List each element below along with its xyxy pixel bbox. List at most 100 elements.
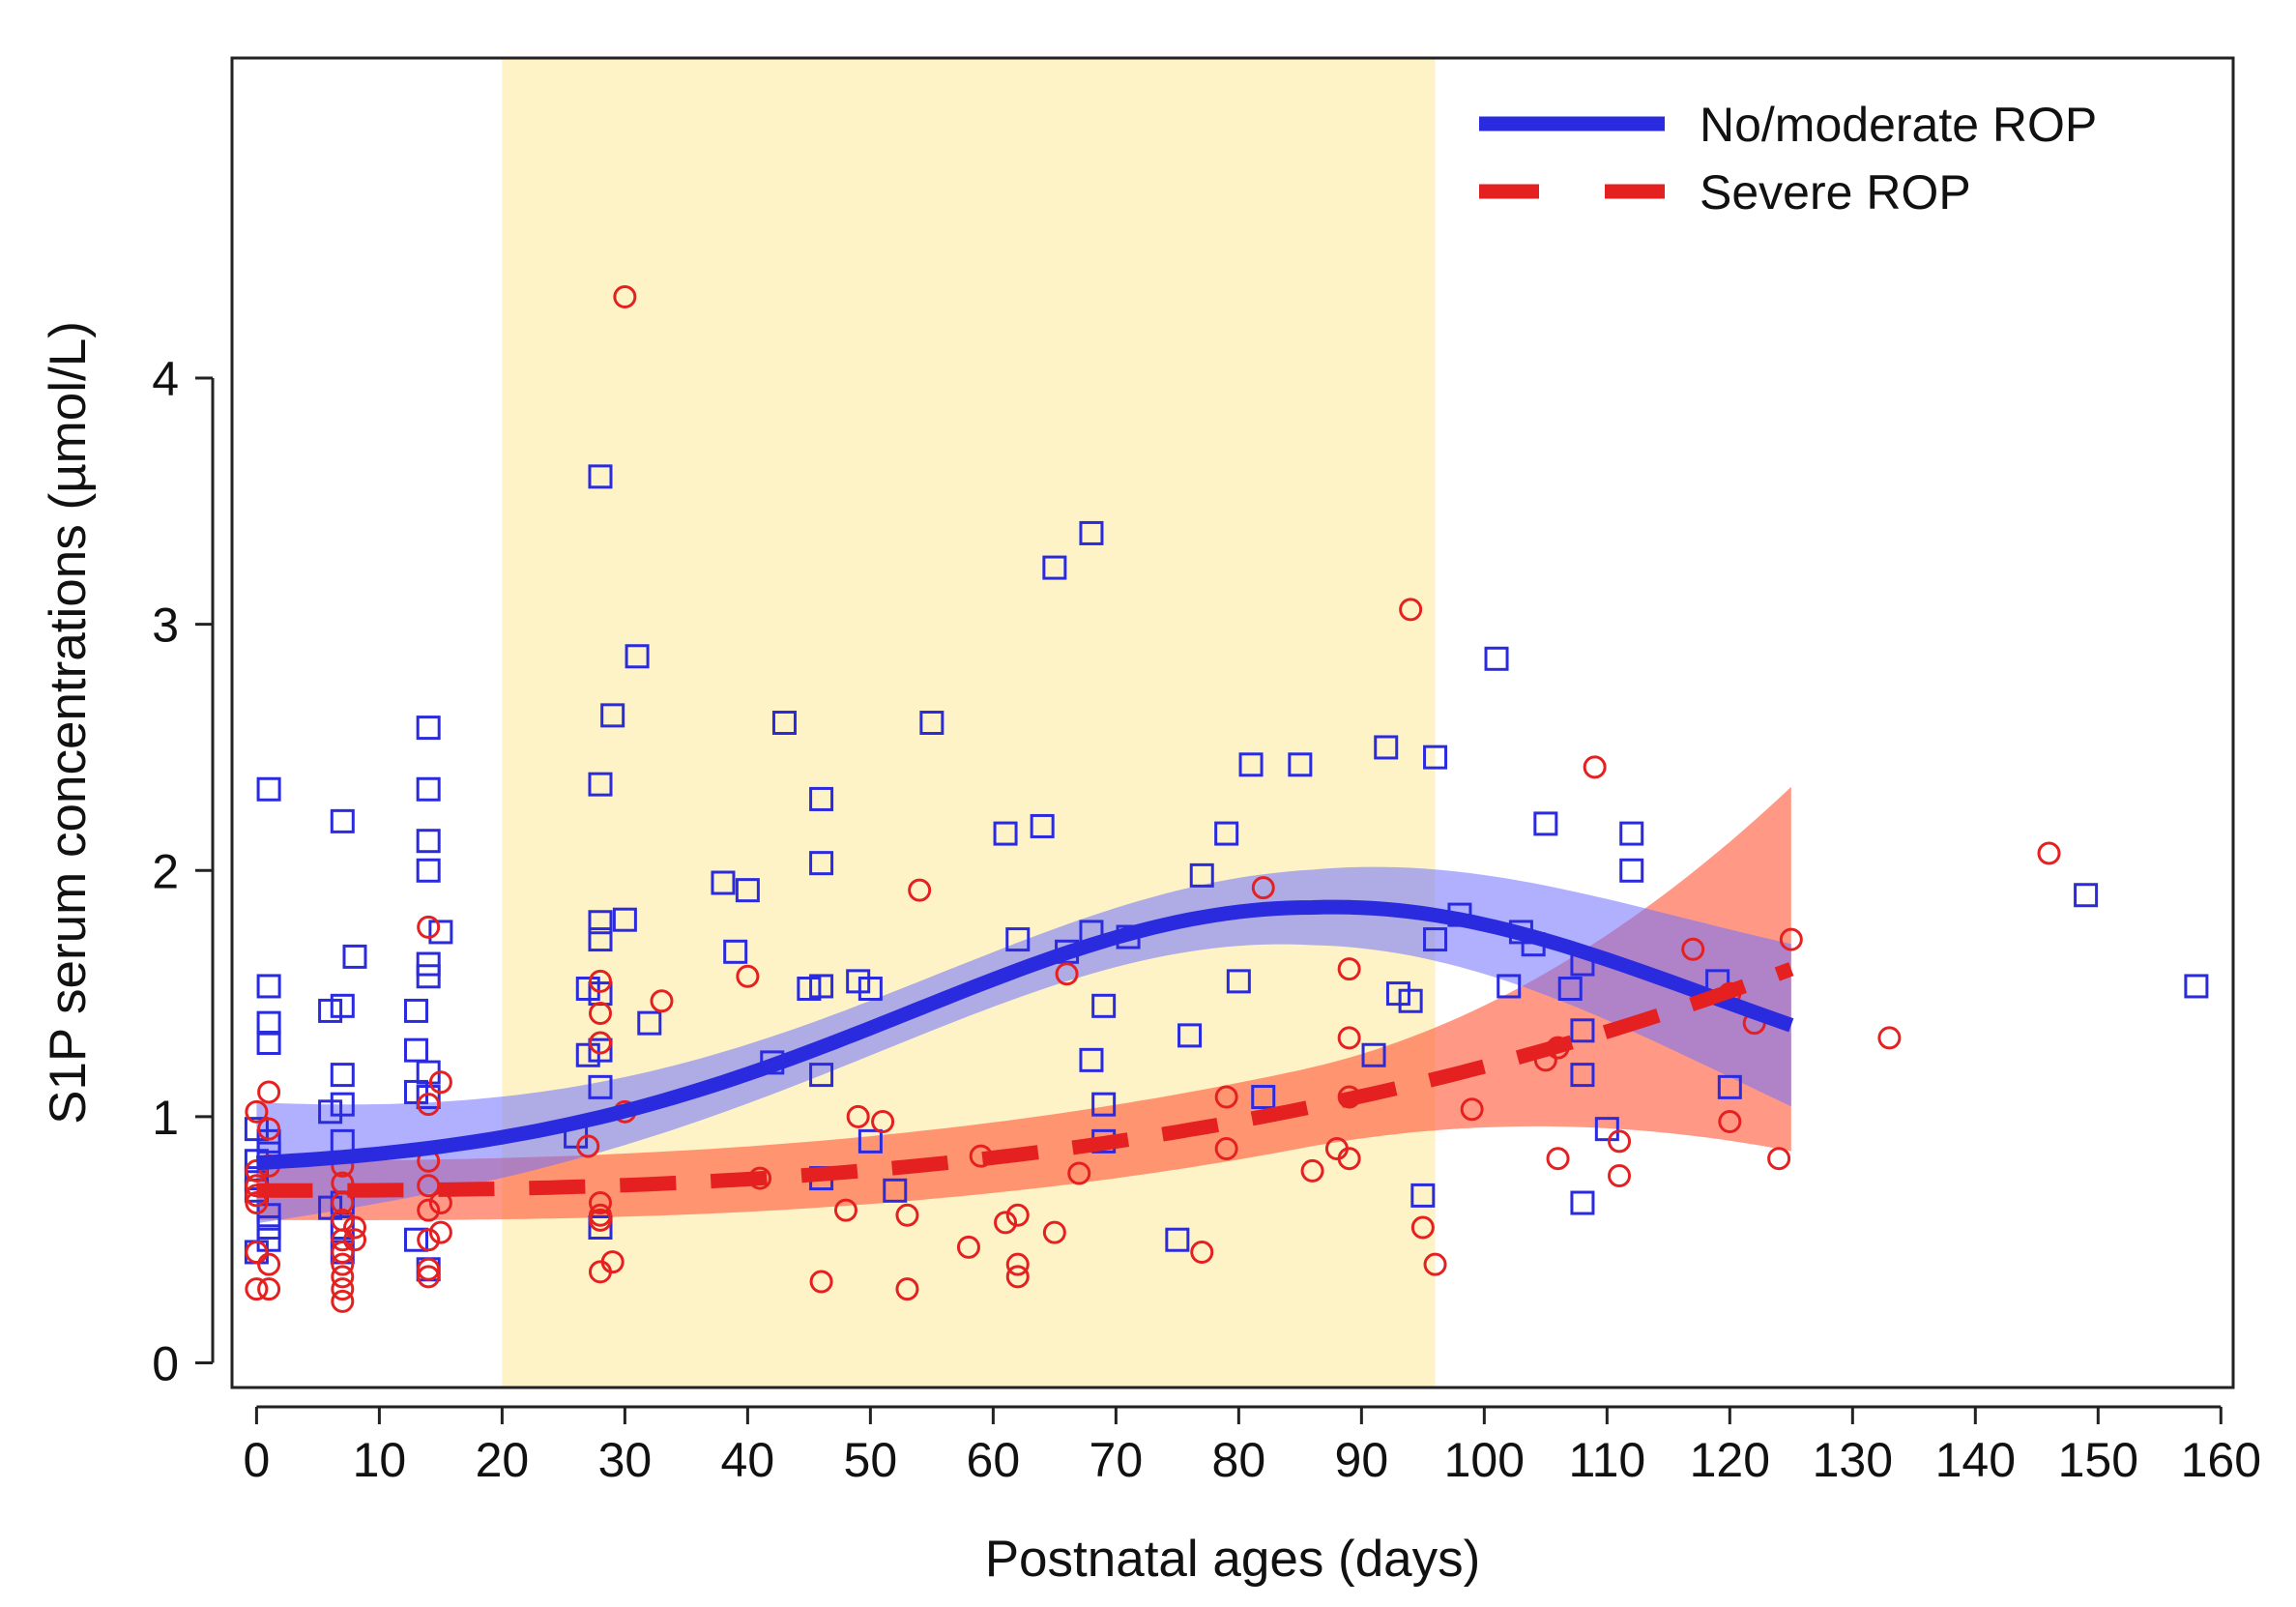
no-moderate-rop-point — [1042, 555, 1067, 580]
severe-rop-point — [331, 1289, 355, 1313]
no-moderate-rop-point — [1079, 1047, 1104, 1072]
x-tick-label: 70 — [1090, 1433, 1144, 1487]
no-moderate-rop-point — [588, 910, 613, 935]
no-moderate-rop-point — [330, 808, 355, 833]
no-moderate-rop-point — [256, 1214, 281, 1240]
severe-rop-point — [331, 1240, 355, 1264]
no-moderate-rop-point — [256, 1203, 281, 1228]
no-moderate-rop-point — [1484, 646, 1509, 671]
severe-rop-point — [1337, 957, 1361, 981]
severe-rop-point — [1767, 1147, 1791, 1171]
no-moderate-rop-point — [883, 1178, 908, 1203]
severe-rop-point — [588, 1191, 612, 1215]
severe-rop-point — [417, 1228, 441, 1252]
x-tick-label: 50 — [844, 1433, 898, 1487]
legend-label-severe-rop: Severe ROP — [1700, 165, 1971, 219]
severe-rop-point — [1251, 876, 1275, 900]
no-moderate-rop-point — [575, 1042, 600, 1067]
no-moderate-rop-point — [625, 644, 650, 669]
no-moderate-rop-point — [403, 998, 428, 1023]
legend: No/moderate ROP Severe ROP — [1479, 98, 2097, 219]
severe-rop-point — [1410, 1215, 1435, 1240]
no-moderate-rop-point — [256, 1128, 281, 1154]
severe-rop-point — [257, 1080, 281, 1104]
severe-rop-point — [588, 1001, 612, 1025]
severe-rop-point — [1608, 1129, 1632, 1154]
severe-rop-point — [600, 1250, 625, 1274]
severe-rop-point — [2037, 841, 2061, 865]
no-moderate-rop-point — [588, 1214, 613, 1240]
no-moderate-rop-point — [2184, 974, 2209, 999]
no-moderate-rop-point — [1374, 735, 1399, 760]
no-moderate-rop-point — [403, 1227, 428, 1252]
x-tick-label: 140 — [1935, 1433, 2016, 1487]
no-moderate-rop-point — [1226, 969, 1251, 994]
severe-rop-point — [245, 1191, 269, 1215]
severe-rop-point — [1337, 1147, 1361, 1171]
severe-rop-point — [257, 1277, 281, 1301]
confidence-bands — [256, 786, 1791, 1224]
severe-rop-point — [1460, 1097, 1484, 1122]
severe-rop-point — [1608, 1164, 1632, 1188]
no-moderate-rop-point — [993, 821, 1018, 846]
severe-rop-point — [1005, 1265, 1030, 1289]
severe-rop-point — [417, 1093, 441, 1117]
no-moderate-rop-point — [318, 998, 343, 1023]
severe-rop-point — [342, 1228, 366, 1252]
no-moderate-rop-point — [244, 1166, 269, 1191]
severe-rop-point — [245, 1240, 269, 1264]
x-tick-label: 20 — [476, 1433, 530, 1487]
severe-rop-point — [1877, 1026, 1902, 1050]
no-moderate-rop-point — [588, 464, 613, 489]
severe-rop-point — [871, 1110, 895, 1133]
severe-rop-point — [1681, 937, 1705, 961]
no-moderate-rop-point — [1619, 821, 1644, 846]
severe-rop-point — [417, 1265, 441, 1289]
severe-rop-point — [809, 1270, 833, 1294]
severe-rop-point — [956, 1235, 980, 1259]
x-tick-label: 160 — [2181, 1433, 2261, 1487]
no-moderate-rop-point — [1423, 745, 1448, 770]
no-moderate-rop-point — [1005, 927, 1031, 952]
severe-rop-point — [833, 1198, 857, 1222]
severe-rop-point — [588, 969, 612, 993]
no-moderate-rop-point — [1497, 974, 1522, 999]
severe-rop-point — [331, 1228, 355, 1252]
severe-rop-point — [846, 1104, 870, 1128]
severe-rop-point — [1337, 1026, 1361, 1050]
x-tick-label: 30 — [598, 1433, 653, 1487]
severe-rop-point — [736, 964, 760, 988]
no-moderate-rop-confidence-band — [256, 866, 1791, 1224]
x-tick-label: 0 — [243, 1433, 270, 1487]
no-moderate-rop-point — [1251, 1085, 1276, 1110]
no-moderate-rop-point — [1570, 1190, 1595, 1215]
severe-rop-point — [895, 1203, 919, 1227]
no-moderate-rop-point — [416, 858, 441, 883]
y-tick-label: 1 — [152, 1091, 179, 1145]
no-moderate-rop-point — [1091, 993, 1117, 1018]
severe-rop-point — [331, 1265, 355, 1289]
no-moderate-rop-point — [1288, 752, 1313, 777]
severe-rop-point — [428, 1070, 452, 1095]
no-moderate-rop-point — [735, 878, 760, 903]
severe-rop-point — [1779, 927, 1803, 951]
severe-rop-point — [1005, 1252, 1030, 1276]
no-moderate-rop-point — [575, 977, 600, 1001]
severe-rop-point — [331, 1191, 355, 1215]
severe-rop-point — [994, 1211, 1018, 1235]
severe-rop-point — [650, 989, 674, 1013]
no-moderate-rop-point — [318, 1195, 343, 1220]
no-moderate-rop-point — [2074, 883, 2099, 908]
no-moderate-rop-point — [1079, 520, 1104, 545]
no-moderate-rop-point — [403, 1079, 428, 1104]
no-moderate-rop-point — [256, 1227, 281, 1252]
y-tick-label: 3 — [152, 599, 179, 653]
no-moderate-rop-point — [612, 907, 637, 932]
no-moderate-rop-point — [809, 851, 834, 876]
no-moderate-rop-point — [637, 1010, 662, 1036]
no-moderate-rop-point — [330, 1092, 355, 1117]
no-moderate-rop-point — [1423, 927, 1448, 952]
no-moderate-rop-point — [723, 939, 748, 964]
no-moderate-rop-point — [416, 716, 441, 741]
